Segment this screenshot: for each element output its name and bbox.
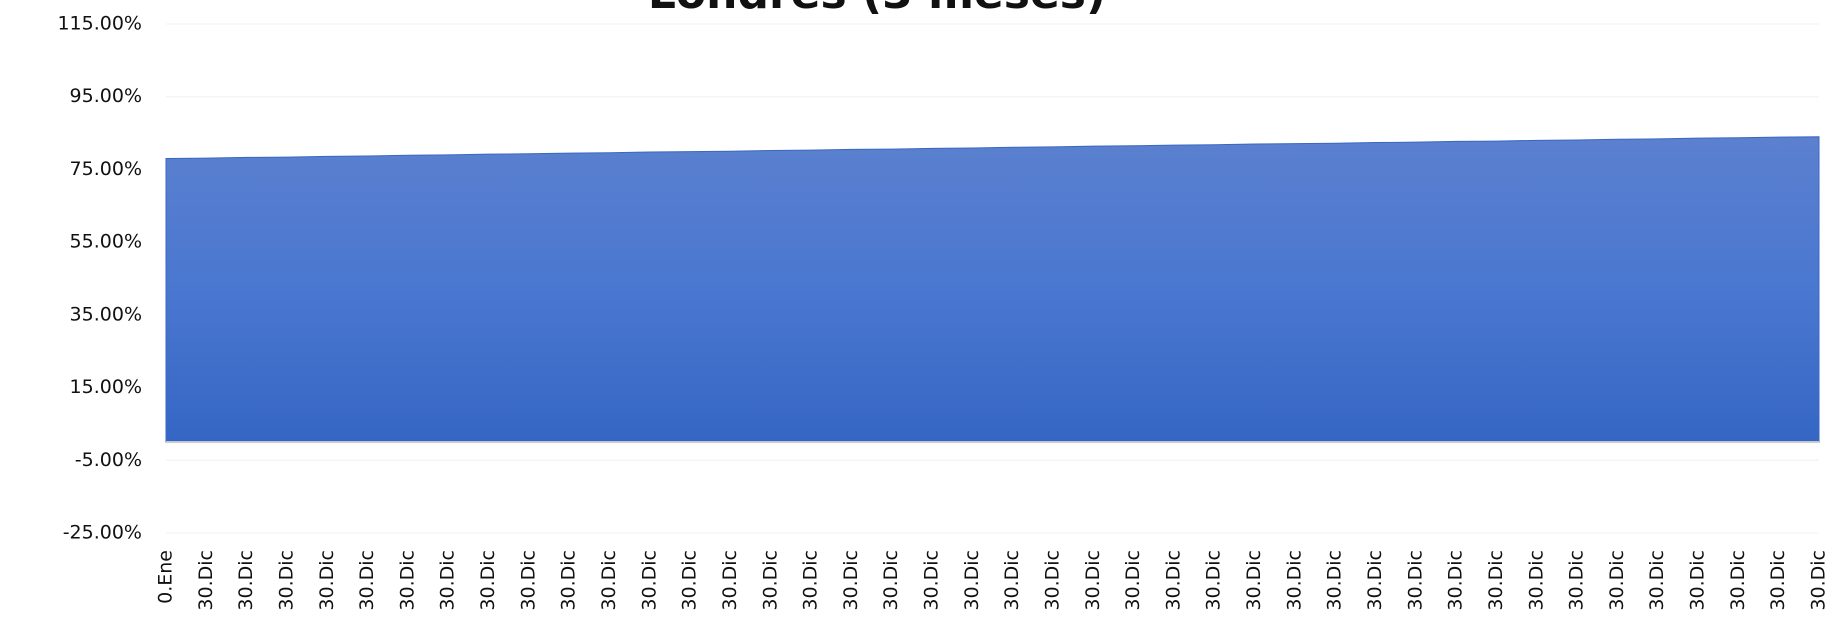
x-tick-label: 30.Dic (396, 550, 418, 611)
x-tick-label: 30.Dic (719, 550, 741, 611)
x-tick-label: 30.Dic (1324, 550, 1346, 611)
x-tick-label: 30.Dic (1122, 550, 1144, 611)
x-tick-label: 30.Dic (679, 550, 701, 611)
y-tick-label: -5.00% (75, 449, 142, 471)
x-tick-label: 30.Dic (235, 550, 257, 611)
chart-title: Londres (3 meses) (648, 0, 1106, 19)
y-tick-label: 95.00% (70, 85, 142, 107)
x-tick-label: 30.Dic (961, 550, 983, 611)
y-tick-label: 15.00% (70, 376, 142, 398)
x-tick-label: 0.Ene (155, 550, 177, 604)
x-tick-label: 30.Dic (1041, 550, 1063, 611)
area (165, 136, 1820, 443)
x-tick-label: 30.Dic (1525, 550, 1547, 611)
x-tick-label: 30.Dic (477, 550, 499, 611)
x-tick-label: 30.Dic (1485, 550, 1507, 611)
y-tick-label: 35.00% (70, 303, 142, 325)
x-tick-label: 30.Dic (558, 550, 580, 611)
x-tick-label: 30.Dic (1687, 550, 1709, 611)
x-tick-label: 30.Dic (1445, 550, 1467, 611)
x-tick-label: 30.Dic (598, 550, 620, 611)
x-tick-label: 30.Dic (1364, 550, 1386, 611)
x-tick-label: 30.Dic (1082, 550, 1104, 611)
x-tick-label: 30.Dic (638, 550, 660, 611)
x-tick-label: 30.Dic (1606, 550, 1628, 611)
x-tick-label: 30.Dic (800, 550, 822, 611)
x-tick-label: 30.Dic (1404, 550, 1426, 611)
y-tick-label: 75.00% (70, 158, 142, 180)
x-tick-label: 30.Dic (1203, 550, 1225, 611)
x-tick-label: 30.Dic (1727, 550, 1749, 611)
x-tick-label: 30.Dic (1566, 550, 1588, 611)
x-tick-label: 30.Dic (195, 550, 217, 611)
x-tick-label: 30.Dic (1001, 550, 1023, 611)
x-tick-label: 30.Dic (1646, 550, 1668, 611)
y-tick-label: 115.00% (57, 13, 142, 35)
x-tick-label: 30.Dic (356, 550, 378, 611)
x-tick-label: 30.Dic (1283, 550, 1305, 611)
x-tick-label: 30.Dic (1767, 550, 1789, 611)
x-tick-label: 30.Dic (1162, 550, 1184, 611)
x-tick-label: 30.Dic (517, 550, 539, 611)
x-tick-label: 30.Dic (880, 550, 902, 611)
x-tick-label: 30.Dic (1808, 550, 1830, 611)
x-tick-label: 30.Dic (437, 550, 459, 611)
y-tick-label: -25.00% (63, 522, 142, 544)
y-tick-label: 55.00% (70, 231, 142, 253)
x-tick-label: 30.Dic (316, 550, 338, 611)
x-tick-label: 30.Dic (1243, 550, 1265, 611)
x-tick-label: 30.Dic (275, 550, 297, 611)
x-tick-label: 30.Dic (840, 550, 862, 611)
x-tick-label: 30.Dic (921, 550, 943, 611)
x-tick-label: 30.Dic (759, 550, 781, 611)
